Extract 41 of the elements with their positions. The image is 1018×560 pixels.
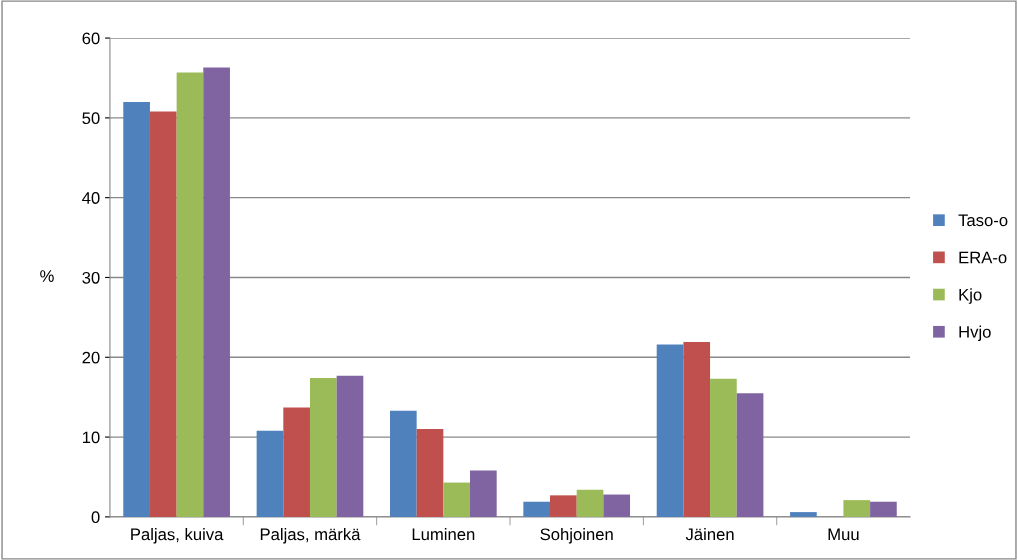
y-tick-label: 60 bbox=[82, 32, 100, 45]
bar bbox=[656, 344, 684, 517]
bar bbox=[470, 470, 497, 517]
bar bbox=[390, 410, 417, 517]
legend-label: Kjo bbox=[959, 288, 982, 304]
bar bbox=[203, 67, 230, 517]
x-tick-label: Sohjoinen bbox=[540, 527, 613, 544]
bar bbox=[123, 101, 150, 517]
bar bbox=[256, 430, 284, 517]
y-tick-label: 30 bbox=[82, 271, 100, 284]
bar bbox=[683, 342, 711, 517]
bar bbox=[710, 378, 737, 517]
bar bbox=[870, 501, 897, 517]
x-tick-label: Muu bbox=[828, 528, 859, 541]
y-tick-label: 20 bbox=[82, 351, 100, 364]
y-tick-label: 10 bbox=[82, 431, 100, 444]
x-tick-label: Paljas, märkä bbox=[260, 527, 361, 544]
y-tick-label: 50 bbox=[82, 112, 100, 125]
bar bbox=[416, 429, 444, 517]
bar bbox=[309, 378, 337, 517]
bar bbox=[176, 72, 204, 517]
y-axis-title: % bbox=[40, 270, 54, 282]
bar bbox=[443, 482, 471, 517]
bar bbox=[149, 111, 177, 517]
bar bbox=[736, 393, 764, 517]
y-tick-label: 40 bbox=[82, 192, 100, 204]
y-tick-label: 0 bbox=[91, 511, 100, 524]
bar bbox=[283, 407, 310, 517]
bar bbox=[523, 501, 551, 517]
bar bbox=[843, 500, 871, 517]
legend-label: Hvjo bbox=[959, 325, 991, 342]
bar bbox=[336, 375, 364, 517]
legend-label: ERA-o bbox=[959, 251, 1007, 264]
x-tick-label: Luminen bbox=[412, 527, 475, 541]
legend-label: Taso-o bbox=[958, 214, 1008, 227]
bar bbox=[790, 512, 817, 517]
bar bbox=[576, 489, 604, 517]
bar bbox=[603, 494, 631, 517]
x-tick-label: Jäinen bbox=[685, 527, 734, 541]
bar bbox=[550, 495, 577, 517]
x-tick-label: Paljas, kuiva bbox=[131, 527, 224, 544]
